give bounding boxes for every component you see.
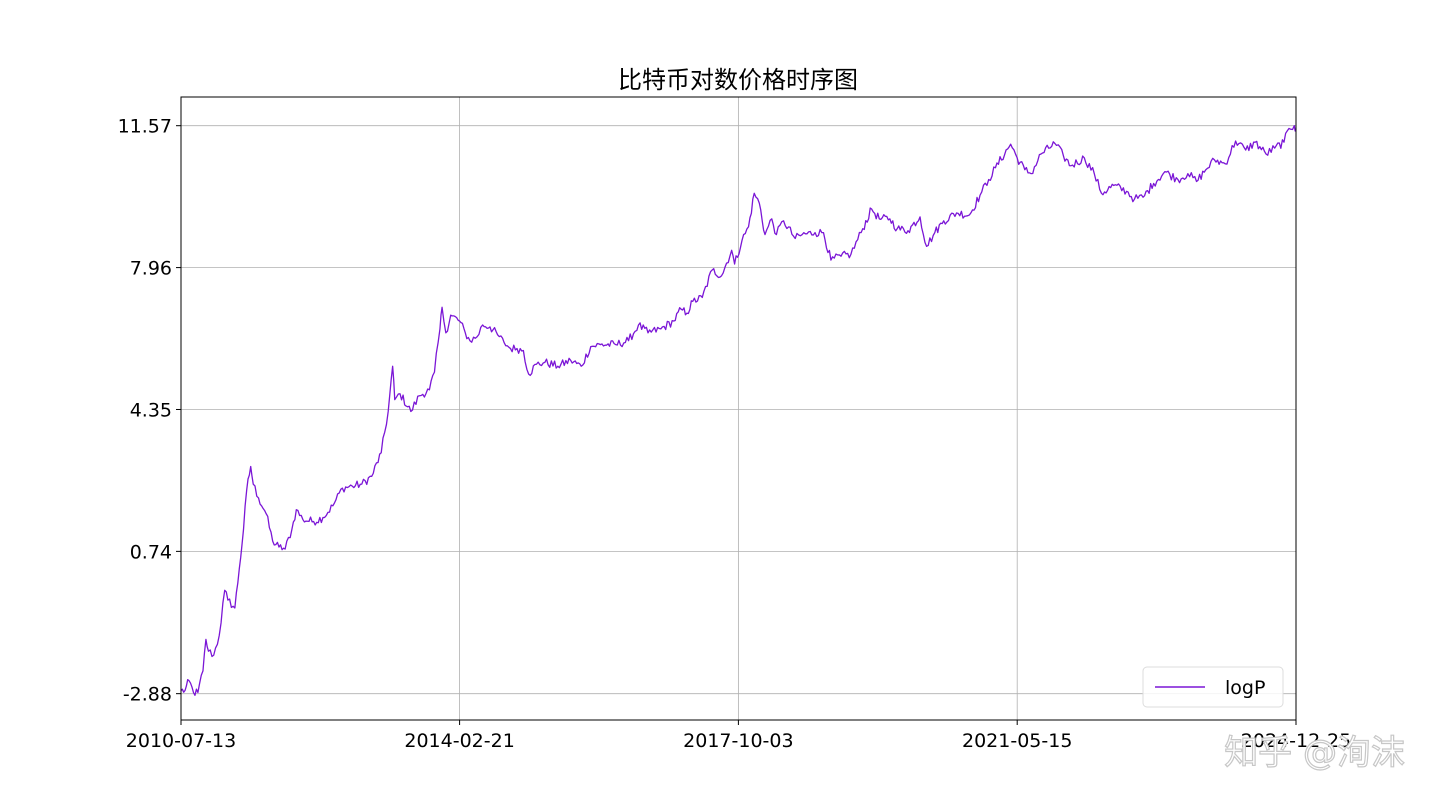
watermark-text: 知乎 @洵沫 [1224,733,1405,773]
series-layer [180,125,1297,696]
y-tick-label: 0.74 [130,541,172,563]
y-tick-label: 4.35 [130,399,172,421]
chart-title: 比特币对数价格时序图 [618,66,858,94]
grid-lines [180,97,1297,720]
y-tick-label: 7.96 [130,258,172,280]
x-tick-label: 2014-02-21 [404,730,514,752]
y-axis-ticks: -2.88 0.74 4.35 7.96 11.57 [118,116,181,706]
x-tick-label: 2024-12-25 [1241,730,1351,752]
x-tick-label: 2010-07-13 [126,730,236,752]
legend: logP [1142,666,1284,708]
x-tick-label: 2021-05-15 [962,730,1072,752]
legend-box [1142,666,1284,708]
x-tick-label: 2017-10-03 [683,730,793,752]
series-line-logP [180,125,1297,696]
legend-label: logP [1225,677,1265,699]
y-tick-label: 11.57 [118,116,172,138]
y-tick-label: -2.88 [123,684,172,706]
x-axis-ticks: 2010-07-13 2014-02-21 2017-10-03 2021-05-15… [126,720,1351,752]
